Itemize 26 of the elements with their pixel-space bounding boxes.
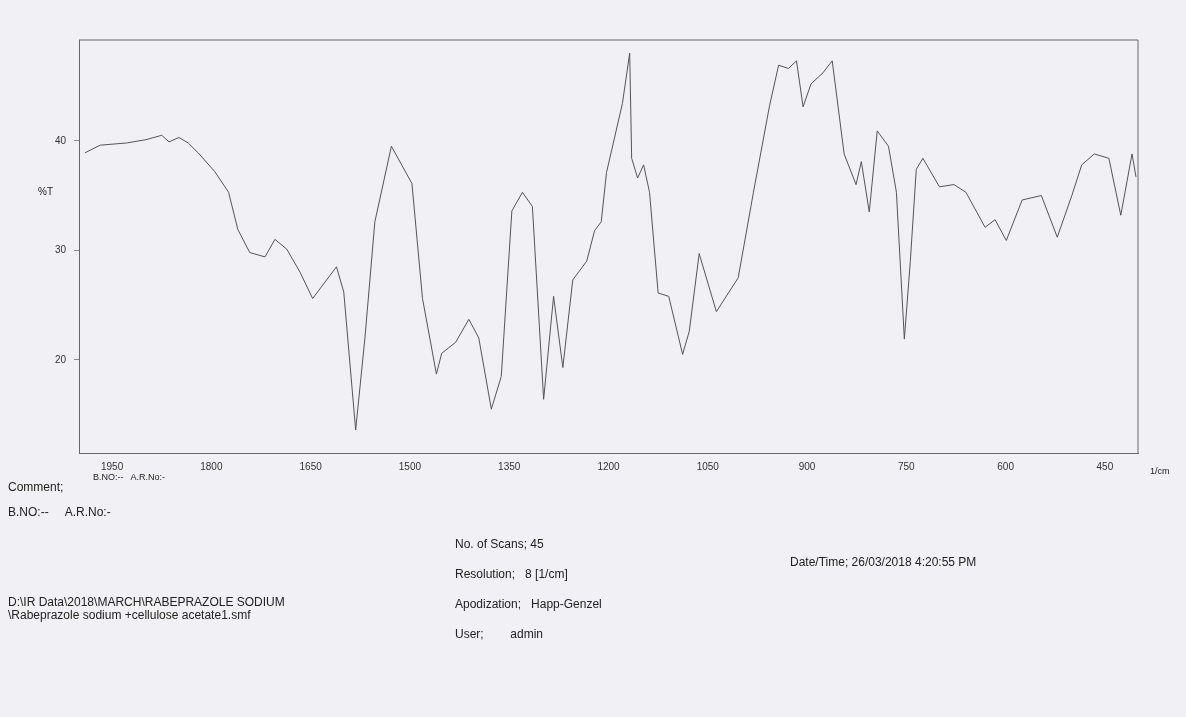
x-tick-label: 1050 [696, 460, 720, 472]
text: Resolution; 8 [1/cm] [455, 567, 568, 581]
y-tick-label: 40 [54, 134, 67, 146]
text: Comment; [8, 480, 64, 494]
y-tick-label: 30 [54, 244, 67, 256]
text: B.NO:-- A.R.No:- [8, 505, 111, 519]
x-tick-label: 1500 [398, 460, 422, 472]
x-tick-label: 1350 [498, 460, 521, 472]
y-axis-title: %T [38, 186, 53, 197]
x-tick-label: 1200 [597, 460, 621, 472]
x-tick-label: 600 [997, 460, 1015, 472]
text: Apodization; Happ-Genzel [455, 597, 602, 611]
x-tick-label: 1650 [299, 460, 323, 472]
x-tick-label: 1950 [100, 460, 124, 472]
x-tick-label: 750 [898, 460, 916, 472]
x-tick-label: 450 [1096, 460, 1114, 472]
text: User; admin [455, 627, 544, 641]
text: No. of Scans; 45 [455, 537, 544, 551]
x-tick-label: 900 [798, 460, 816, 472]
text: B.NO:-- A.R.No:- [93, 472, 166, 482]
x-axis-title: 1/cm [1150, 466, 1170, 476]
x-tick-label: 1800 [200, 460, 223, 472]
text: Date/Time; 26/03/2018 4:20:55 PM [790, 555, 977, 569]
text: D:\IR Data\2018\MARCH\RABEPRAZOLE SODIUM [8, 595, 285, 609]
y-tick-label: 20 [54, 353, 67, 365]
text: \Rabeprazole sodium +cellulose acetate1.smf [8, 608, 251, 622]
